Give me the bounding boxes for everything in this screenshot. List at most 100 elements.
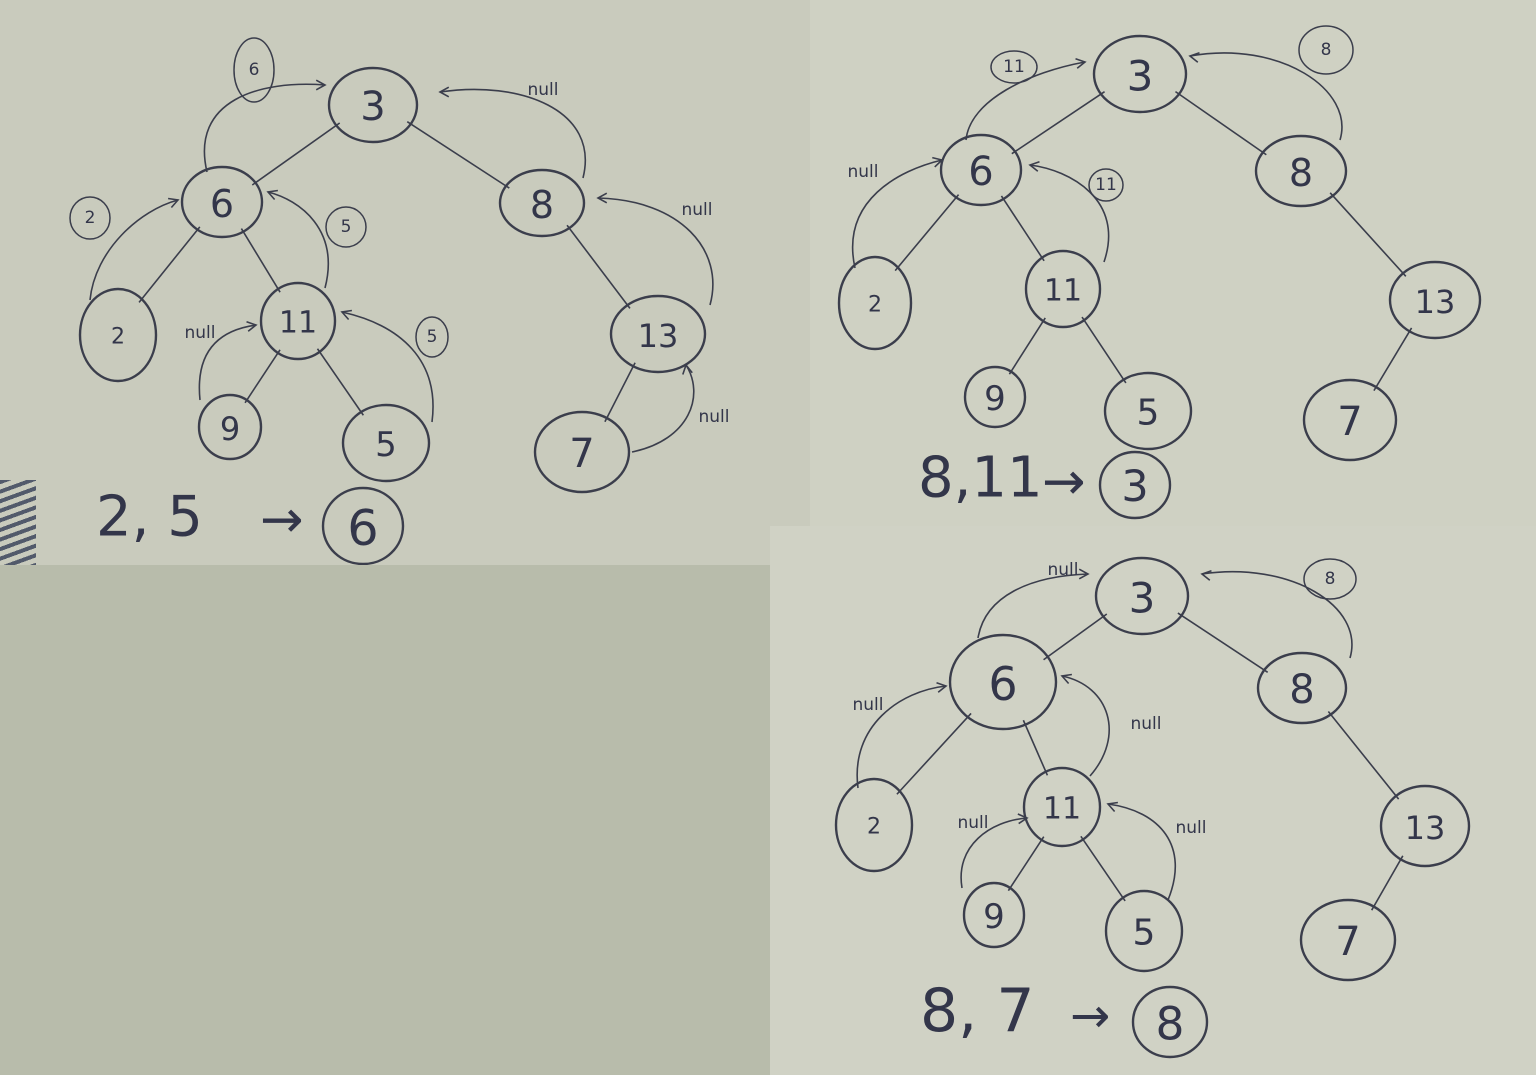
tree-edge	[1373, 327, 1413, 392]
arrowhead-icon	[1017, 813, 1029, 825]
annotation-circle	[990, 50, 1038, 84]
tree-diagram-panel-3: 3 6 8 2 11 9 5 13 7 null 8 null null null null 8, 7 → 8	[770, 526, 1536, 1075]
annotation-value: 5	[341, 217, 352, 237]
arrowhead-icon	[246, 321, 258, 332]
arrowhead-icon	[315, 79, 327, 91]
arrowhead-icon	[1106, 801, 1119, 813]
arrowhead-icon	[1075, 58, 1087, 69]
annotation-circle	[233, 37, 275, 103]
tree-edge	[1175, 90, 1267, 156]
tree-node-label: 2	[111, 325, 125, 350]
tree-node-label: 3	[1129, 574, 1156, 623]
tree-node-circle	[327, 66, 419, 144]
tree-node-circle	[1103, 371, 1193, 451]
annotation-null: null	[1048, 560, 1079, 580]
annotation-circle	[415, 316, 449, 358]
tree-node-circle	[1302, 378, 1398, 462]
annotation-null: null	[958, 813, 989, 833]
pointer-arc	[1201, 570, 1353, 659]
pointer-arc	[631, 364, 695, 453]
arrowhead-icon	[596, 192, 608, 204]
tree-diagram-panel-1: 3 6 8 2 11 9 5 13 7 6 null 2 5 null 5 null null 2, 5 → 6	[0, 0, 810, 565]
pointer-arc	[852, 159, 943, 269]
tree-node-label: 9	[983, 897, 1005, 937]
annotation-value: 2	[85, 208, 96, 228]
tree-node-circle	[609, 294, 707, 374]
tree-node-label: 8	[1289, 667, 1314, 713]
tree-edge	[1011, 91, 1106, 155]
tree-node-label: 9	[984, 379, 1006, 419]
tree-node-label: 6	[968, 149, 993, 195]
tree-node-label: 2	[867, 815, 881, 840]
tree-svg-1: 3 6 8 2 11 9 5 13 7 6 null 2 5 null 5 null null 2, 5 → 6	[69, 37, 730, 565]
tree-node-circle	[962, 881, 1026, 949]
tree-edge	[406, 121, 510, 189]
tree-node-circle	[1388, 260, 1482, 340]
tree-node-circle	[533, 410, 631, 494]
arrowhead-icon	[438, 86, 450, 98]
tree-node-label: 8	[1289, 151, 1313, 195]
tree-node-circle	[1094, 556, 1190, 636]
annotation-null: null	[682, 200, 713, 220]
result-answer-circle	[1098, 450, 1172, 520]
arrowhead-icon	[936, 682, 948, 693]
arrowhead-icon	[340, 309, 353, 321]
tree-edge	[1080, 835, 1126, 902]
result-pair: 2, 5	[96, 485, 203, 550]
annotation-circle	[1088, 168, 1124, 202]
annotation-circle	[325, 206, 367, 248]
annotation-null: null	[848, 162, 879, 182]
arrowhead-icon	[1188, 52, 1200, 63]
tree-node-circle	[341, 403, 431, 483]
pointer-arc	[1189, 52, 1343, 141]
tree-edge	[244, 349, 281, 404]
annotation-null: null	[699, 407, 730, 427]
tree-edge	[1327, 711, 1400, 800]
arrowhead-icon	[1060, 673, 1073, 685]
result-answer: 8	[1156, 998, 1185, 1051]
pointer-arc	[198, 324, 257, 401]
tree-edge	[896, 712, 972, 795]
annotation-null: null	[185, 323, 216, 343]
result-answer: 3	[1121, 462, 1148, 512]
pointer-arc	[856, 685, 947, 789]
pointer-arc	[1107, 803, 1177, 901]
pointer-arc	[89, 199, 179, 301]
tree-node-label: 13	[1415, 283, 1456, 321]
annotation-null: null	[1131, 714, 1162, 734]
pointer-arc	[597, 197, 714, 306]
edge-scribble-mark	[0, 480, 36, 565]
tree-node-label: 6	[988, 657, 1017, 711]
tree-svg-2: 3 6 8 2 11 9 5 13 7 11 8 null 11 8,11 → 3	[837, 25, 1482, 520]
pointer-arc	[203, 83, 326, 173]
annotation-null: null	[1176, 818, 1207, 838]
tree-node-circle	[180, 165, 264, 239]
tree-node-circle	[197, 393, 263, 461]
tree-edge	[566, 224, 631, 309]
result-answer-circle	[1131, 985, 1209, 1059]
tree-node-circle	[1299, 898, 1397, 982]
annotation-value: 11	[1095, 175, 1117, 195]
tree-node-circle	[1254, 134, 1348, 208]
tree-node-label: 2	[868, 293, 882, 318]
tree-node-label: 7	[1337, 399, 1362, 445]
tree-node-label: 11	[1043, 792, 1081, 827]
pointer-arc	[965, 61, 1086, 141]
tree-node-label: 11	[279, 306, 317, 341]
annotation-circle	[1303, 558, 1357, 600]
tree-edge	[1043, 613, 1108, 661]
tree-edge	[1370, 855, 1404, 911]
tree-node-circle	[1256, 651, 1348, 725]
arrowhead-icon	[682, 363, 693, 375]
pointer-arc	[1061, 675, 1110, 777]
tree-node-label: 5	[1137, 393, 1160, 434]
tree-node-circle	[1379, 784, 1471, 868]
tree-edge	[316, 348, 365, 416]
annotation-value: 6	[249, 60, 260, 80]
tree-edge	[1007, 836, 1045, 892]
result-pair: 8,11	[918, 446, 1043, 511]
arrowhead-icon	[167, 197, 180, 209]
tree-edge	[251, 122, 341, 186]
arrowhead-icon	[1028, 161, 1040, 172]
tree-edge	[240, 228, 281, 293]
